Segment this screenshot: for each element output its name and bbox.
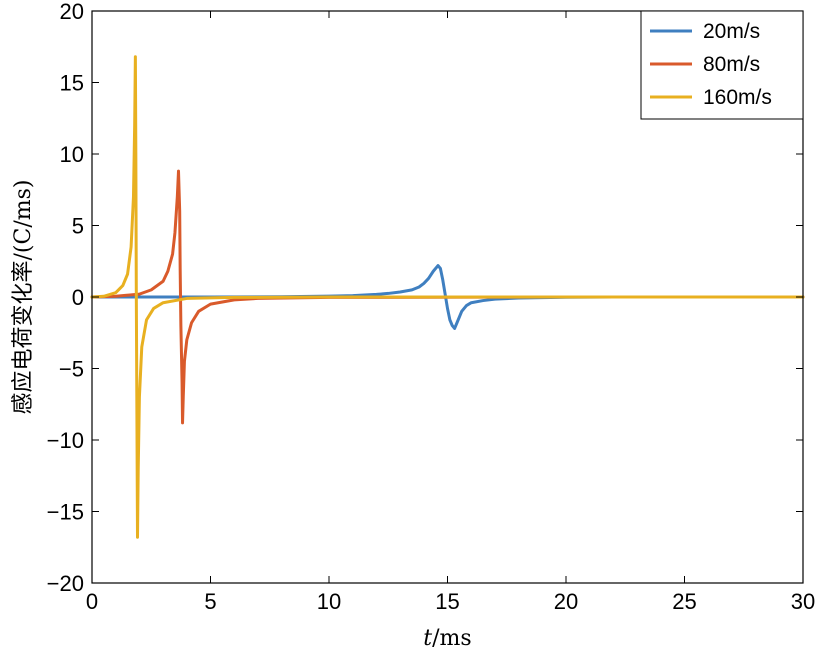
series-line-1 [90, 169, 805, 425]
legend-label: 160m/s [703, 86, 772, 109]
legend: 20m/s 80m/s 160m/s [640, 10, 804, 120]
y-tick-label: −15 [47, 500, 84, 525]
y-tick-label: −5 [59, 357, 84, 382]
x-tick-label: 0 [86, 589, 98, 614]
legend-label: 80m/s [703, 53, 760, 76]
y-tick-label: 0 [72, 285, 84, 310]
x-tick-label: 5 [204, 589, 216, 614]
y-axis-label: 感应电荷变化率/(C/ms) [11, 180, 36, 415]
series-layer [90, 55, 805, 539]
y-tick-label: 20 [60, 0, 84, 24]
y-tick-label: −20 [47, 571, 84, 596]
ticks-layer: 0 5 10 15 20 25 30 −20 −15 −10 −5 0 5 10 15 20 [47, 0, 816, 614]
x-axis-unit: /ms [432, 626, 472, 647]
y-tick-label: 5 [72, 214, 84, 239]
x-axis-variable: t [423, 626, 432, 647]
legend-label: 20m/s [703, 20, 760, 43]
y-tick-label: 15 [60, 71, 84, 96]
y-tick-label: 10 [60, 142, 84, 167]
x-tick-label: 10 [317, 589, 341, 614]
x-tick-label: 25 [672, 589, 696, 614]
x-tick-label: 15 [435, 589, 459, 614]
x-axis-label: t/ms [423, 626, 471, 647]
x-tick-label: 30 [791, 589, 815, 614]
x-tick-label: 20 [554, 589, 578, 614]
y-tick-label: −10 [47, 428, 84, 453]
series-line-2 [90, 55, 805, 539]
